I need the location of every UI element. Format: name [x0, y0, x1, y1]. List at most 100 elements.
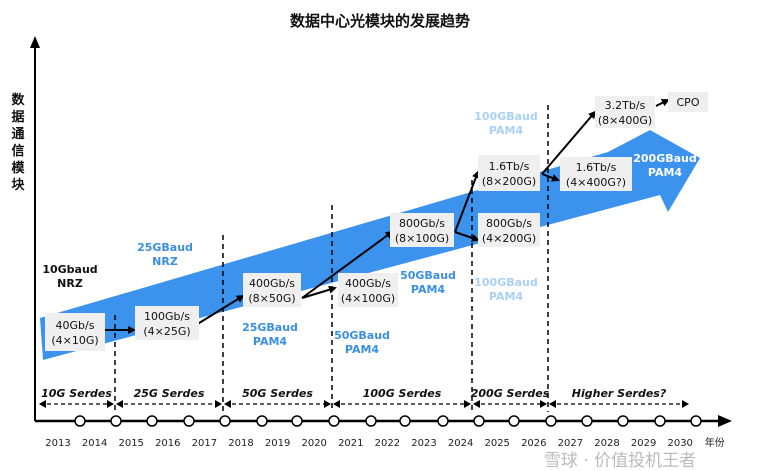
y-axis-label-char: 块 [11, 177, 25, 193]
module-rate: CPO [677, 96, 700, 109]
svg-text:100GBaud: 100GBaud [474, 276, 538, 289]
year-label: 2027 [558, 438, 583, 449]
svg-text:100GBaud: 100GBaud [474, 110, 538, 123]
year-label: 2013 [45, 438, 70, 449]
year-marker [219, 415, 231, 427]
module-box: CPO [668, 92, 708, 112]
svg-text:PAM4: PAM4 [345, 343, 380, 356]
year-marker [437, 415, 449, 427]
watermark: 雪球 · 价值投机王者 [544, 451, 696, 471]
year-label: 2028 [594, 438, 619, 449]
year-label: 2016 [155, 438, 180, 449]
svg-text:PAM4: PAM4 [489, 290, 524, 303]
svg-text:NRZ: NRZ [152, 255, 178, 268]
y-axis-label-char: 数 [11, 92, 25, 108]
module-config: (8×200G) [482, 175, 536, 188]
serdes-label: Higher Serdes? [572, 387, 667, 400]
module-box: 800Gb/s (4×200G) [478, 213, 540, 247]
transition-arrow [454, 170, 480, 233]
year-label: 2015 [118, 438, 143, 449]
year-marker [473, 415, 485, 427]
span-arrow-right [540, 400, 547, 408]
year-marker [110, 415, 122, 427]
span-arrow-right [107, 400, 114, 408]
module-config: (8×50G) [248, 292, 295, 305]
module-config: (4×400G?) [566, 176, 626, 189]
y-axis-label-char: 据 [11, 109, 24, 125]
year-marker [328, 415, 340, 427]
module-box: 400Gb/s (4×100G) [338, 273, 398, 307]
year-marker [690, 415, 702, 427]
module-rate: 400Gb/s [345, 277, 391, 290]
module-box: 1.6Tb/s (4×400G?) [560, 157, 632, 191]
svg-text:PAM4: PAM4 [253, 335, 288, 348]
span-arrow-right [215, 400, 222, 408]
serdes-label: 25G Serdes [134, 387, 205, 400]
x-axis-arrow [718, 415, 732, 427]
year-label: 2020 [301, 438, 326, 449]
svg-text:PAM4: PAM4 [489, 124, 524, 137]
module-rate: 800Gb/s [486, 217, 532, 230]
span-arrow-left [549, 400, 556, 408]
module-config: (8×100G) [395, 232, 449, 245]
year-label: 2017 [192, 438, 217, 449]
module-rate: 1.6Tb/s [489, 160, 530, 173]
span-arrow-right [324, 400, 331, 408]
year-marker [617, 415, 629, 427]
serdes-label: 50G Serdes [242, 387, 313, 400]
y-axis-label-char: 模 [11, 160, 25, 176]
span-arrow-left [39, 400, 46, 408]
year-marker [183, 415, 195, 427]
span-arrow-left [473, 400, 480, 408]
span-arrow-left [116, 400, 123, 408]
svg-text:200GBaud: 200GBaud [633, 152, 697, 165]
year-marker [365, 415, 377, 427]
year-label: 2029 [631, 438, 656, 449]
transition-arrow [301, 285, 337, 299]
module-config: (4×200G) [482, 232, 536, 245]
module-rate: 100Gb/s [144, 310, 190, 323]
year-marker [654, 415, 666, 427]
y-axis-arrow [30, 36, 40, 48]
module-box: 100Gb/s (4×25G) [135, 306, 199, 340]
year-marker [74, 415, 86, 427]
year-label: 2024 [448, 438, 473, 449]
year-marker [256, 415, 268, 427]
transition-arrow [541, 110, 597, 175]
svg-text:50GBaud: 50GBaud [334, 329, 390, 342]
x-axis-label: 年份 [705, 436, 725, 449]
year-label: 2014 [82, 438, 107, 449]
year-marker [399, 415, 411, 427]
serdes-label: 10G Serdes [41, 387, 112, 400]
module-rate: 1.6Tb/s [576, 161, 617, 174]
module-config: (8×400G) [598, 114, 652, 127]
svg-text:25GBaud: 25GBaud [137, 241, 193, 254]
year-label: 2030 [667, 438, 692, 449]
y-axis-label-char: 信 [11, 143, 24, 159]
year-marker [146, 415, 158, 427]
module-box: 400Gb/s (8×50G) [243, 273, 301, 307]
span-arrow-left [224, 400, 231, 408]
module-box: 1.6Tb/s (8×200G) [478, 155, 540, 191]
transition-arrow [541, 173, 560, 182]
serdes-label: 100G Serdes [363, 387, 442, 400]
year-label: 2022 [375, 438, 400, 449]
svg-text:50GBaud: 50GBaud [400, 269, 456, 282]
span-arrow-right [464, 400, 471, 408]
svg-text:10Gbaud: 10Gbaud [42, 263, 97, 276]
module-box: 3.2Tb/s (8×400G) [595, 96, 655, 128]
year-label: 2023 [411, 438, 436, 449]
transition-arrow [190, 294, 245, 329]
svg-text:PAM4: PAM4 [411, 283, 446, 296]
svg-text:25GBaud: 25GBaud [242, 321, 298, 334]
svg-text:PAM4: PAM4 [648, 166, 683, 179]
module-config: (4×100G) [341, 292, 395, 305]
transition-arrow [454, 231, 480, 242]
year-label: 2019 [265, 438, 290, 449]
